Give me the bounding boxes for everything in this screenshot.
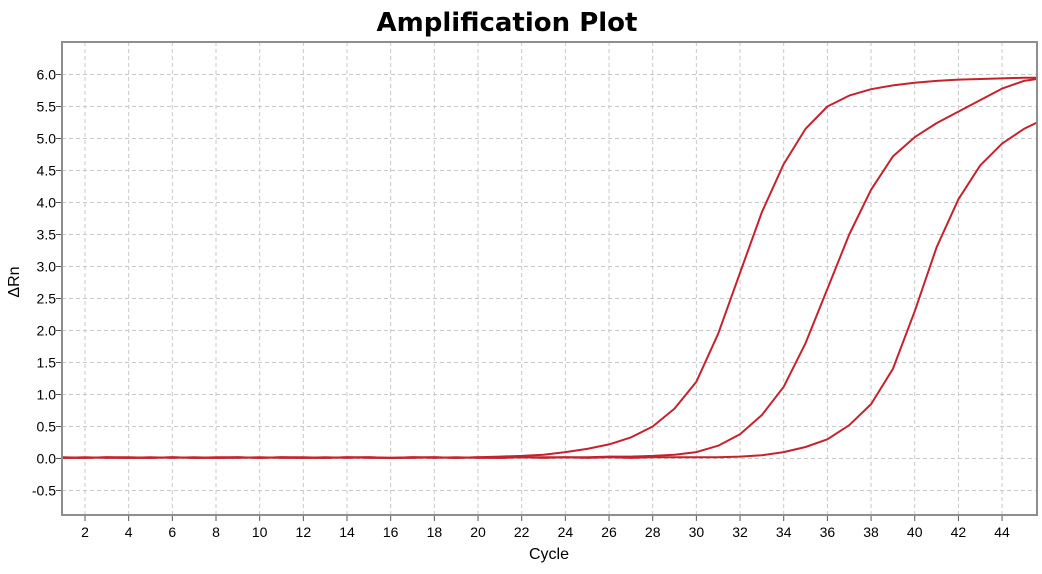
y-tick-label: 4.5 (37, 163, 57, 179)
x-tick-label: 26 (601, 524, 617, 540)
y-tick-label: 0.0 (37, 450, 57, 466)
x-tick-label: 22 (514, 524, 530, 540)
y-tick-label: 2.5 (37, 290, 57, 306)
x-axis-label: Cycle (529, 546, 569, 563)
y-tick-label: 2.0 (37, 322, 57, 338)
x-tick-label: 4 (125, 524, 133, 540)
x-tick-label: 14 (339, 524, 355, 540)
y-tick-label: -0.5 (32, 482, 56, 498)
y-axis-label: ΔRn (6, 266, 23, 297)
chart-title: Amplification Plot (377, 8, 638, 38)
y-tick-label: 4.0 (37, 195, 57, 211)
amplification-curve-3 (62, 121, 1037, 459)
x-tick-label: 36 (820, 524, 836, 540)
x-tick-label: 20 (470, 524, 486, 540)
y-tick-label: 0.5 (37, 418, 57, 434)
x-tick-label: 34 (776, 524, 792, 540)
y-tick-label: 3.5 (37, 227, 57, 243)
x-tick-label: 24 (558, 524, 574, 540)
series-lines (62, 76, 1037, 459)
x-tick-label: 18 (427, 524, 443, 540)
x-tick-label: 10 (252, 524, 268, 540)
x-tick-label: 2 (81, 524, 89, 540)
y-tick-label: 1.5 (37, 354, 57, 370)
tick-marks (56, 74, 1003, 521)
tick-labels: 2 4 6 8 10 12 14 16 18 20 22 24 26 28 30 32 34 36 38 40 42 44… (32, 67, 1010, 540)
gridlines (62, 42, 1037, 515)
y-tick-label: 6.0 (37, 67, 57, 83)
x-tick-label: 6 (168, 524, 176, 540)
x-tick-label: 40 (907, 524, 923, 540)
plot-border (61, 41, 1038, 516)
x-tick-label: 32 (732, 524, 748, 540)
y-tick-label: 5.5 (37, 99, 57, 115)
y-tick-label: 1.0 (37, 386, 57, 402)
y-tick-label: 3.0 (37, 259, 57, 275)
x-tick-label: 16 (383, 524, 399, 540)
amplification-curve-2 (62, 78, 1037, 459)
x-tick-label: 28 (645, 524, 661, 540)
x-tick-label: 44 (994, 524, 1010, 540)
x-tick-label: 38 (863, 524, 879, 540)
amplification-curve-1 (62, 76, 1037, 459)
y-tick-label: 5.0 (37, 131, 57, 147)
x-tick-label: 30 (689, 524, 705, 540)
x-tick-label: 42 (951, 524, 967, 540)
x-tick-label: 12 (296, 524, 312, 540)
x-tick-label: 8 (212, 524, 220, 540)
